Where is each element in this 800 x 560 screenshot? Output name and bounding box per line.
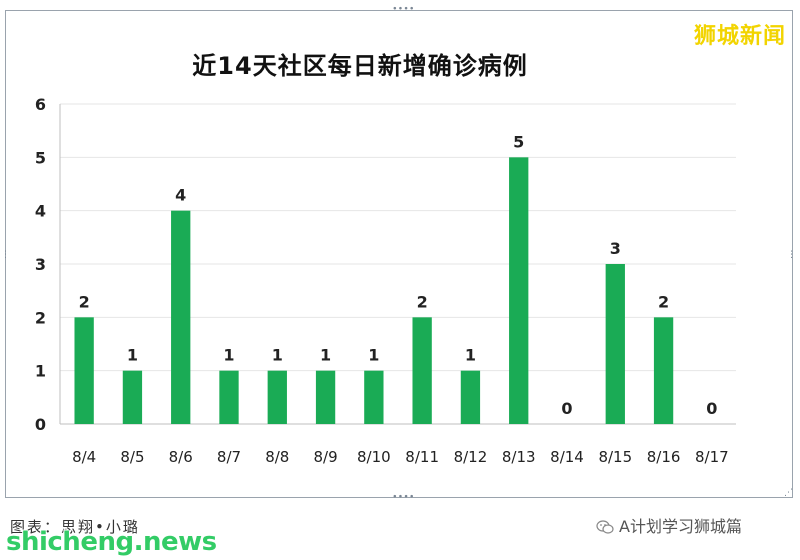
bar	[412, 317, 432, 424]
x-tick-label: 8/14	[550, 448, 584, 466]
bar	[509, 157, 529, 425]
data-label: 1	[223, 346, 234, 365]
y-tick-label: 1	[35, 362, 46, 381]
x-tick-label: 8/6	[169, 448, 193, 466]
resize-handle-bottom[interactable]: ∙∙∙∙	[392, 492, 415, 502]
resize-handle-corner[interactable]: ⋰	[784, 488, 793, 498]
bar	[315, 370, 336, 424]
y-tick-label: 4	[35, 202, 46, 221]
x-tick-label: 8/4	[72, 448, 96, 466]
x-tick-label: 8/9	[314, 448, 338, 466]
chart-title: 近14天社区每日新增确诊病例	[192, 52, 528, 80]
data-label: 0	[561, 399, 572, 418]
y-tick-label: 6	[35, 95, 46, 114]
bar	[171, 210, 191, 424]
x-tick-label: 8/16	[647, 448, 681, 466]
x-tick-label: 8/8	[265, 448, 289, 466]
resize-handle-left[interactable]: ⋮	[1, 250, 10, 260]
x-tick-label: 8/11	[405, 448, 439, 466]
y-tick-label: 0	[35, 415, 46, 434]
data-label: 0	[706, 399, 717, 418]
bar-chart: 0 1 2 3 4 5 6 2 8/4 1 8/5 4 8/6 1 8/7 1 8/8 1 8/9 1 8/10 2 8/1…	[35, 95, 736, 466]
bar	[364, 370, 384, 424]
y-tick-label: 5	[35, 148, 46, 167]
wechat-icon	[596, 520, 614, 534]
resize-handle-right[interactable]: ⋮	[787, 250, 796, 260]
data-label: 5	[513, 132, 524, 151]
x-tick-label: 8/17	[695, 448, 729, 466]
bar	[267, 370, 287, 424]
x-tick-label: 8/5	[120, 448, 144, 466]
data-label: 1	[465, 346, 476, 365]
y-tick-label: 2	[35, 308, 46, 327]
resize-handle-top[interactable]: ∙∙∙∙	[392, 4, 415, 14]
data-label: 2	[417, 292, 428, 311]
data-label: 2	[658, 292, 669, 311]
bar	[74, 317, 94, 424]
bar	[653, 317, 674, 424]
x-tick-label: 8/10	[357, 448, 391, 466]
bar	[122, 370, 143, 424]
bar	[605, 264, 625, 424]
data-label: 1	[320, 346, 331, 365]
data-label: 1	[127, 346, 138, 365]
x-tick-label: 8/12	[454, 448, 488, 466]
x-tick-label: 8/7	[217, 448, 241, 466]
data-label: 4	[175, 186, 186, 205]
y-tick-label: 3	[35, 255, 46, 274]
site-watermark: shicheng.news	[6, 527, 217, 557]
bar	[460, 370, 481, 424]
account-name: A计划学习狮城篇	[596, 513, 742, 537]
x-tick-label: 8/13	[502, 448, 536, 466]
bar	[219, 370, 239, 424]
x-tick-label: 8/15	[598, 448, 632, 466]
data-label: 1	[368, 346, 379, 365]
watermark-logo: 狮城新闻	[693, 24, 786, 49]
account-label: A计划学习狮城篇	[619, 517, 742, 536]
data-label: 1	[272, 346, 283, 365]
data-label: 3	[610, 239, 621, 258]
chart-credit: 图表：思翔•小璐	[10, 518, 140, 536]
data-label: 2	[79, 292, 90, 311]
